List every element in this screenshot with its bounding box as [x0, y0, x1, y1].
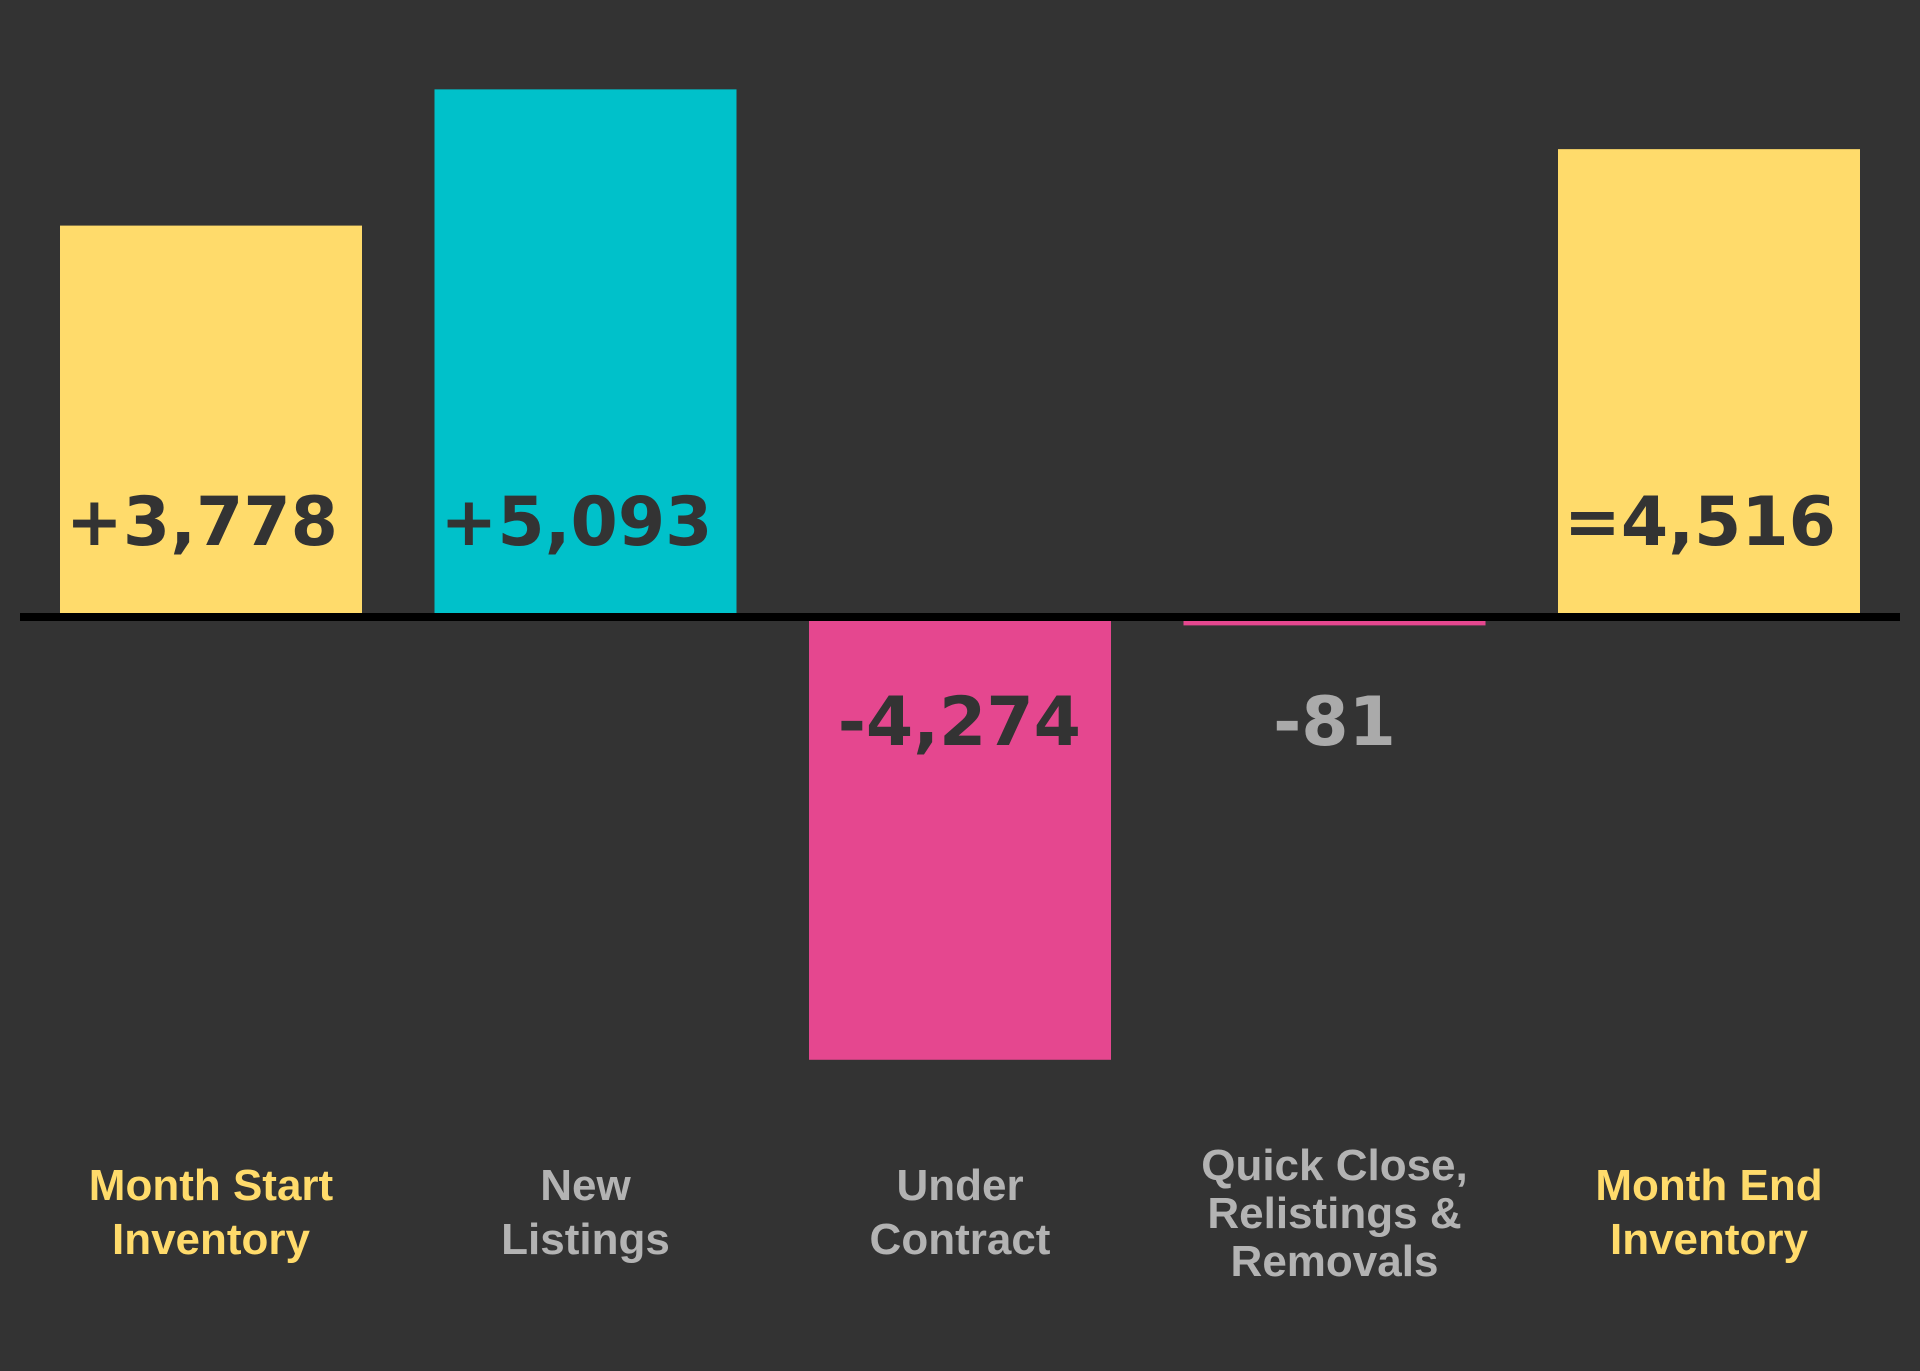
category-label-line: Quick Close,	[1201, 1141, 1468, 1190]
bars-layer	[60, 89, 1860, 1060]
category-label-new-listings: New Listings	[501, 1161, 670, 1264]
value-label-month-end-inventory: =4,516	[1564, 483, 1836, 562]
category-label-quick-close-relistings-removals: Quick Close, Relistings & Removals	[1201, 1141, 1468, 1286]
category-label-line: Month Start	[89, 1161, 334, 1210]
bar-month-start-inventory	[60, 225, 362, 618]
category-label-under-contract: Under Contract	[870, 1161, 1051, 1264]
bar-under-contract	[809, 617, 1111, 1060]
value-label-under-contract: -4,274	[838, 683, 1081, 762]
category-label-line: Relistings &	[1207, 1189, 1461, 1238]
bar-month-end-inventory	[1558, 149, 1860, 617]
category-labels-layer: Month Start Inventory New Listings Under Cont…	[89, 1141, 1823, 1286]
category-label-line: Under	[896, 1161, 1023, 1210]
category-label-line: Contract	[870, 1215, 1051, 1264]
category-label-line: Inventory	[112, 1215, 311, 1264]
value-labels-layer: +3,778 +5,093 -4,274 -81 =4,516	[66, 483, 1836, 762]
category-label-month-start-inventory: Month Start Inventory	[89, 1161, 334, 1264]
value-label-month-start-inventory: +3,778	[66, 483, 338, 562]
value-label-quick-close-relistings-removals: -81	[1273, 683, 1396, 762]
category-label-line: Removals	[1231, 1237, 1439, 1286]
category-label-line: New	[540, 1161, 631, 1210]
category-label-line: Listings	[501, 1215, 670, 1264]
category-label-line: Month End	[1595, 1161, 1822, 1210]
bar-quick-close-relistings-removals	[1183, 617, 1486, 626]
value-label-new-listings: +5,093	[440, 483, 712, 562]
bar-new-listings	[434, 89, 737, 618]
category-label-month-end-inventory: Month End Inventory	[1595, 1161, 1822, 1264]
category-label-line: Inventory	[1610, 1215, 1809, 1264]
